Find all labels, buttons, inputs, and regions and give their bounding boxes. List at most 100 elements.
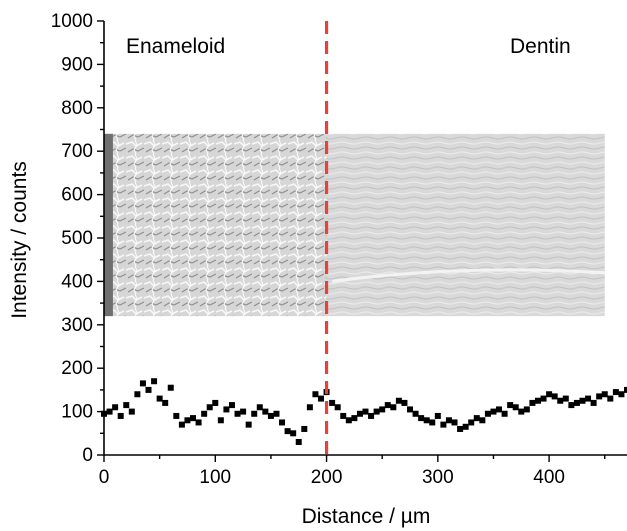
data-point: [317, 395, 324, 402]
y-tick-label: 400: [61, 271, 93, 292]
data-point: [362, 408, 369, 415]
data-point: [457, 425, 464, 432]
data-point: [384, 402, 391, 409]
data-point: [434, 412, 441, 419]
data-point: [162, 399, 169, 406]
data-point: [279, 419, 286, 426]
y-axis-title: Intensity / counts: [8, 161, 31, 319]
data-point: [178, 421, 185, 428]
inset-dentin-region: [326, 133, 605, 317]
data-point: [618, 391, 625, 398]
data-point: [407, 406, 414, 413]
data-point: [112, 404, 119, 411]
data-point: [451, 419, 458, 426]
data-point: [223, 406, 230, 413]
data-point: [295, 438, 302, 445]
x-tick-label: 200: [311, 467, 343, 488]
data-point: [568, 402, 575, 409]
data-point: [612, 389, 619, 396]
data-point: [507, 402, 514, 409]
data-point: [501, 410, 508, 417]
data-point: [206, 404, 213, 411]
data-point: [368, 412, 375, 419]
data-point: [167, 384, 174, 391]
data-point: [379, 406, 386, 413]
annotation-dentin: Dentin: [510, 35, 571, 58]
data-point: [240, 408, 247, 415]
data-point: [412, 410, 419, 417]
data-point: [585, 395, 592, 402]
data-point: [173, 412, 180, 419]
data-point: [596, 393, 603, 400]
inset-enameloid-region: [104, 133, 327, 317]
data-point: [496, 406, 503, 413]
y-tick-label: 100: [61, 402, 93, 423]
data-point: [373, 408, 380, 415]
data-point: [356, 410, 363, 417]
data-point: [529, 399, 536, 406]
data-point: [312, 391, 319, 398]
annotation-enameloid: Enameloid: [126, 35, 225, 58]
data-point: [401, 399, 408, 406]
data-point: [101, 410, 107, 417]
data-point: [562, 395, 569, 402]
data-point: [284, 428, 291, 435]
y-tick-label: 0: [82, 445, 93, 466]
y-tick-label: 200: [61, 358, 93, 379]
y-tick-label: 800: [61, 98, 93, 119]
data-point: [139, 380, 146, 387]
y-tick-label: 500: [61, 228, 93, 249]
data-point: [151, 378, 158, 385]
x-tick-label: 0: [99, 467, 110, 488]
data-point: [523, 406, 530, 413]
data-point: [423, 417, 430, 424]
y-tick-label: 900: [61, 54, 93, 75]
data-point: [212, 399, 219, 406]
data-point: [540, 395, 547, 402]
data-point: [228, 402, 235, 409]
data-point: [123, 402, 130, 409]
data-point: [145, 386, 152, 393]
data-point: [156, 395, 163, 402]
data-point: [134, 391, 141, 398]
data-point: [551, 393, 558, 400]
data-point: [217, 417, 224, 424]
data-point: [251, 410, 258, 417]
data-point: [345, 417, 352, 424]
x-tick-label: 100: [199, 467, 231, 488]
data-point: [306, 404, 313, 411]
data-point: [440, 421, 447, 428]
data-point: [512, 404, 519, 411]
data-point: [290, 430, 297, 437]
data-point: [518, 408, 525, 415]
data-point: [184, 417, 191, 424]
inset-crack-line: [331, 268, 605, 283]
data-point: [429, 419, 436, 426]
data-point: [201, 410, 208, 417]
data-point: [395, 397, 402, 404]
y-tick-label: 1000: [51, 11, 93, 32]
inset-dark-edge: [104, 133, 113, 317]
x-axis-title: Distance / µm: [302, 505, 431, 528]
data-point: [329, 399, 336, 406]
data-point: [479, 417, 486, 424]
data-point: [546, 391, 553, 398]
data-point: [624, 386, 627, 393]
data-point: [484, 410, 491, 417]
data-point: [267, 412, 274, 419]
data-point: [256, 404, 263, 411]
y-tick-label: 600: [61, 185, 93, 206]
data-point: [573, 399, 580, 406]
data-point: [245, 421, 252, 428]
data-point: [190, 415, 197, 422]
data-point: [340, 412, 347, 419]
data-point: [490, 408, 497, 415]
data-point: [607, 395, 614, 402]
data-point: [557, 397, 564, 404]
x-tick-label: 300: [422, 467, 454, 488]
data-point: [534, 397, 541, 404]
data-point: [106, 408, 113, 415]
data-point: [468, 419, 475, 426]
data-point: [351, 415, 358, 422]
